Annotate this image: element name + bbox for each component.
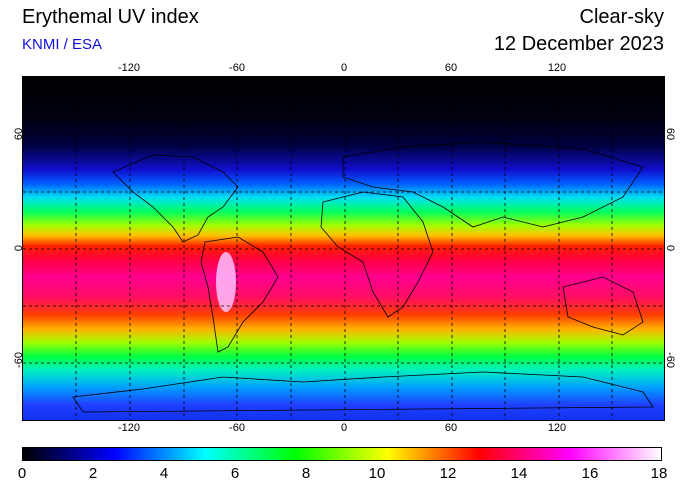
europe-asia-outline: [342, 141, 644, 228]
lat-tick-right: -60: [664, 352, 676, 368]
lon-tick-bottom: 120: [547, 422, 567, 434]
colorbar-tick: 0: [17, 465, 27, 482]
graticule: [23, 77, 664, 420]
colorbar-tick: 2: [88, 465, 98, 482]
africa-outline: [320, 191, 434, 318]
lon-tick-top: 120: [547, 62, 567, 74]
colorbar-tick: 4: [159, 465, 169, 482]
colorbar-tick: 16: [581, 465, 599, 482]
colorbar-tick: 10: [368, 465, 386, 482]
coastlines: [72, 141, 654, 413]
colorbar-tick: 6: [230, 465, 240, 482]
lon-tick-top: 0: [340, 62, 348, 74]
colorbar-tick: 8: [301, 465, 311, 482]
uv-colorbar: [22, 447, 662, 461]
antarctica-outline: [72, 371, 654, 413]
map-title: Erythemal UV index: [22, 6, 199, 28]
map-date: 12 December 2023: [493, 33, 664, 55]
colorbar-tick: 14: [510, 465, 528, 482]
australia-outline: [562, 276, 644, 336]
lon-tick-top: 60: [444, 62, 458, 74]
south-america-outline: [200, 236, 279, 353]
colorbar-tick: 18: [650, 465, 668, 482]
lon-tick-bottom: -120: [117, 422, 141, 434]
lat-tick-right: 60: [664, 127, 676, 141]
uv-peak-region: [216, 252, 236, 312]
lon-tick-top: -120: [117, 62, 141, 74]
lon-tick-top: -60: [229, 62, 245, 74]
lon-tick-bottom: 0: [340, 422, 348, 434]
sky-condition: Clear-sky: [579, 6, 664, 28]
uv-map-svg: [23, 77, 664, 420]
colorbar-tick: 12: [439, 465, 457, 482]
source-label: KNMI / ESA: [22, 36, 103, 53]
lat-tick-right: 0: [664, 244, 676, 252]
north-america-outline: [112, 154, 239, 243]
lon-tick-bottom: -60: [229, 422, 245, 434]
uv-index-map: [22, 76, 665, 421]
lon-tick-bottom: 60: [444, 422, 458, 434]
